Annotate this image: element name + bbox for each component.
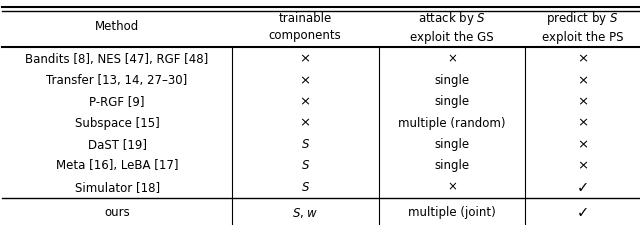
Text: ×: ×	[300, 53, 311, 65]
Text: ✓: ✓	[577, 205, 589, 220]
Text: P-RGF [9]: P-RGF [9]	[90, 95, 145, 108]
Text: ×: ×	[300, 117, 311, 130]
Text: Simulator [18]: Simulator [18]	[75, 181, 160, 194]
Text: single: single	[435, 74, 470, 87]
Text: multiple (random): multiple (random)	[398, 117, 506, 130]
Text: ours: ours	[104, 206, 130, 219]
Text: ×: ×	[447, 181, 457, 194]
Text: Transfer [13, 14, 27–30]: Transfer [13, 14, 27–30]	[47, 74, 188, 87]
Text: $S$: $S$	[301, 160, 310, 172]
Text: Subspace [15]: Subspace [15]	[75, 117, 159, 130]
Text: $S$: $S$	[301, 138, 310, 151]
Text: $S$, $w$: $S$, $w$	[292, 206, 319, 220]
Text: single: single	[435, 95, 470, 108]
Text: Meta [16], LeBA [17]: Meta [16], LeBA [17]	[56, 160, 179, 172]
Text: ×: ×	[300, 74, 311, 87]
Text: ×: ×	[577, 53, 588, 65]
Text: ×: ×	[447, 53, 457, 65]
Text: predict by $S$
exploit the PS: predict by $S$ exploit the PS	[542, 10, 623, 44]
Text: ✓: ✓	[577, 180, 589, 195]
Text: ×: ×	[577, 95, 588, 108]
Text: DaST [19]: DaST [19]	[88, 138, 147, 151]
Text: ×: ×	[300, 95, 311, 108]
Text: single: single	[435, 160, 470, 172]
Text: Method: Method	[95, 20, 140, 34]
Text: ×: ×	[577, 117, 588, 130]
Text: ×: ×	[577, 138, 588, 151]
Text: ×: ×	[577, 160, 588, 172]
Text: trainable
components: trainable components	[269, 12, 342, 42]
Text: multiple (joint): multiple (joint)	[408, 206, 496, 219]
Text: $S$: $S$	[301, 181, 310, 194]
Text: single: single	[435, 138, 470, 151]
Text: ×: ×	[577, 74, 588, 87]
Text: Bandits [8], NES [47], RGF [48]: Bandits [8], NES [47], RGF [48]	[26, 53, 209, 65]
Text: attack by $S$
exploit the GS: attack by $S$ exploit the GS	[410, 10, 493, 44]
